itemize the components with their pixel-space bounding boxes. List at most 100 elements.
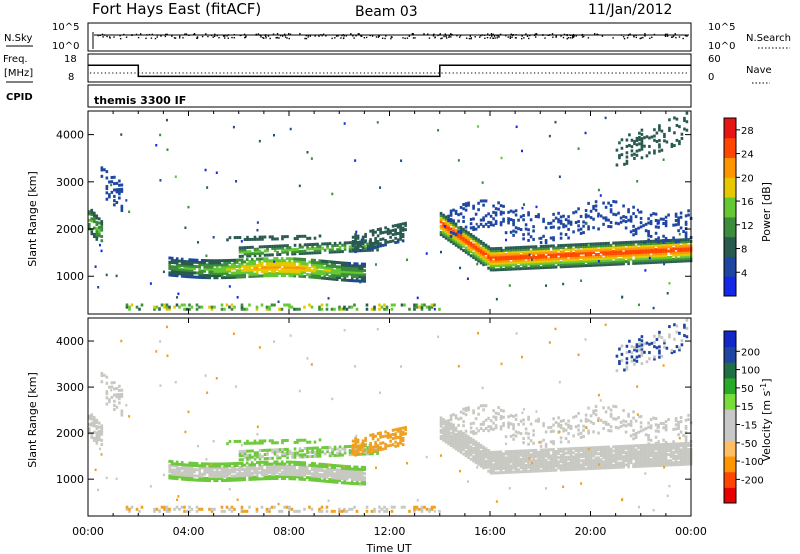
noise-point xyxy=(334,37,336,39)
power-cell xyxy=(479,222,483,226)
power-cell xyxy=(627,251,630,255)
power-cell xyxy=(215,171,218,175)
power-cell xyxy=(532,225,535,229)
power-cell xyxy=(482,258,485,262)
power-cell xyxy=(223,267,226,271)
power-cell xyxy=(569,243,573,247)
velocity-cell xyxy=(579,453,583,457)
power-cell xyxy=(180,264,184,268)
velocity-cell xyxy=(323,479,326,483)
velocity-cell xyxy=(447,442,450,446)
velocity-cell xyxy=(333,476,336,480)
power-cell xyxy=(464,250,468,254)
velocity-cell xyxy=(265,473,269,477)
power-cell xyxy=(193,258,196,262)
velocity-cell xyxy=(472,442,475,446)
power-cell xyxy=(290,257,294,261)
power-cell xyxy=(484,262,488,266)
velocity-cell xyxy=(544,458,548,462)
power-cell xyxy=(293,307,296,311)
velocity-cell xyxy=(627,457,630,461)
power-cell xyxy=(348,245,352,249)
velocity-cell xyxy=(452,443,455,447)
noise-point xyxy=(529,34,531,37)
power-cell xyxy=(230,263,234,267)
velocity-cell xyxy=(564,457,568,461)
velocity-cell xyxy=(215,470,219,474)
power-cell xyxy=(645,135,649,139)
power-cell xyxy=(452,208,455,212)
velocity-cell xyxy=(487,449,490,453)
power-cell xyxy=(644,246,648,250)
velocity-cell xyxy=(95,420,99,424)
power-cell xyxy=(519,258,523,262)
velocity-cell xyxy=(268,448,272,452)
velocity-cell xyxy=(554,452,558,456)
power-cell xyxy=(664,256,668,260)
power-cell xyxy=(584,209,588,213)
power-cell xyxy=(515,125,518,129)
velocity-cell xyxy=(469,451,473,455)
power-cell xyxy=(245,307,249,311)
velocity-cell xyxy=(271,441,274,445)
power-cell xyxy=(574,253,578,257)
velocity-cell xyxy=(275,466,279,470)
power-cell xyxy=(619,247,623,251)
power-cell xyxy=(306,236,309,240)
velocity-cell xyxy=(469,453,473,457)
power-cell xyxy=(338,265,341,269)
velocity-cell xyxy=(258,457,262,461)
power-cell xyxy=(482,243,485,247)
power-cell xyxy=(572,243,575,247)
power-cell xyxy=(439,231,443,235)
power-cell xyxy=(273,265,276,269)
velocity-cell xyxy=(420,507,424,511)
power-cell xyxy=(604,256,608,260)
velocity-cell xyxy=(118,401,121,405)
velocity-cell xyxy=(333,478,336,482)
velocity-cell xyxy=(348,507,351,511)
power-cell xyxy=(459,226,463,230)
velocity-cell xyxy=(589,467,593,471)
power-cell xyxy=(457,241,460,245)
power-cell xyxy=(604,218,608,222)
velocity-cell xyxy=(296,438,299,442)
noise-left-tick-high: 10^5 xyxy=(52,22,79,33)
velocity-cell xyxy=(472,455,475,459)
power-cell xyxy=(559,252,563,256)
nsearch-label: N.Search xyxy=(746,33,791,44)
power-cell xyxy=(278,244,282,248)
velocity-cell xyxy=(265,466,269,470)
power-cell xyxy=(278,259,281,263)
velocity-cell xyxy=(225,466,229,470)
velocity-cell xyxy=(527,465,530,469)
power-cell xyxy=(663,132,666,136)
velocity-cell xyxy=(118,384,121,388)
power-cell xyxy=(559,215,563,219)
velocity-cell xyxy=(353,473,356,477)
power-cell xyxy=(534,249,538,253)
power-cell xyxy=(243,275,246,279)
power-cell xyxy=(654,241,658,245)
velocity-cell xyxy=(358,476,361,480)
power-cell xyxy=(170,265,174,269)
velocity-cell xyxy=(330,480,334,484)
power-cell xyxy=(619,262,623,266)
power-cell xyxy=(489,266,493,270)
power-cell xyxy=(276,246,279,250)
velocity-cell xyxy=(447,427,450,431)
power-cell xyxy=(682,240,685,244)
velocity-cell xyxy=(228,472,231,476)
power-cell xyxy=(230,258,234,262)
velocity-cell xyxy=(482,449,485,453)
power-cell xyxy=(612,241,615,245)
velocity-cell xyxy=(320,479,324,483)
velocity-cell xyxy=(602,464,605,468)
velocity-cell xyxy=(509,454,513,458)
velocity-cell xyxy=(542,450,545,454)
noise-point xyxy=(642,36,644,39)
power-cell xyxy=(477,244,480,248)
velocity-cell xyxy=(218,462,221,466)
velocity-cell xyxy=(537,467,540,471)
power-cell xyxy=(268,307,271,311)
